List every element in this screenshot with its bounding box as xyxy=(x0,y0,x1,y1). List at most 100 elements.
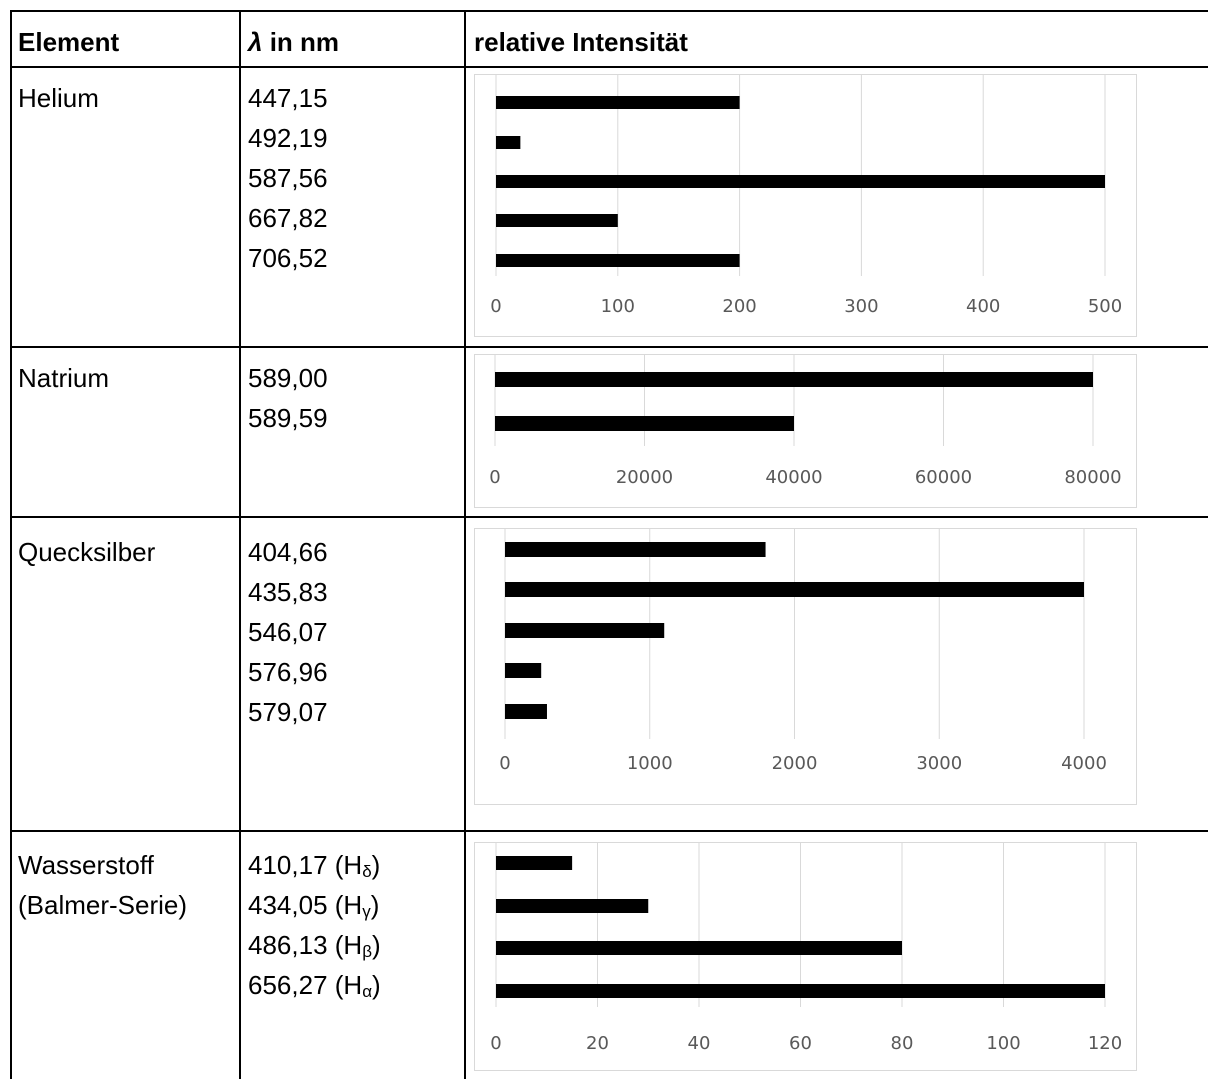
x-tick-label: 80000 xyxy=(1064,467,1121,488)
column-divider xyxy=(239,10,241,1079)
header-wavelength: λ in nm xyxy=(248,22,339,62)
x-tick-label: 300 xyxy=(844,296,878,317)
element-name-line: Natrium xyxy=(18,363,110,393)
balmer-subscript: α xyxy=(362,982,373,1001)
intensity-bar xyxy=(496,856,573,870)
wavelength-value: 410,17 (Hδ) xyxy=(248,845,381,885)
x-tick-label: 1000 xyxy=(627,753,673,774)
wavelength-value: 434,05 (Hγ) xyxy=(248,885,381,925)
x-tick-label: 40000 xyxy=(765,467,822,488)
quecksilber-intensity-chart: 0 1000 2000 3000 4000 xyxy=(474,528,1137,805)
intensity-bar xyxy=(496,136,521,149)
intensity-bar xyxy=(496,984,1105,998)
x-tick-label: 4000 xyxy=(1061,753,1107,774)
element-name: Helium xyxy=(18,78,99,118)
x-tick-label: 0 xyxy=(490,1033,501,1054)
x-tick-label: 0 xyxy=(499,753,510,774)
row-divider xyxy=(10,516,1208,518)
element-name: Natrium xyxy=(18,358,109,398)
wavelength-value: 706,52 xyxy=(248,243,328,273)
x-tick-label: 20 xyxy=(586,1033,609,1054)
intensity-bar xyxy=(505,704,547,719)
helium-chart-svg: 0 100 200 300 400 500 xyxy=(490,75,1122,317)
wavelength-value: 435,83 xyxy=(248,577,328,607)
wavelength-value: 589,00 xyxy=(248,363,328,393)
intensity-bar xyxy=(496,214,618,227)
wavelength-list: 447,15 492,19 587,56 667,82 706,52 xyxy=(248,78,328,278)
intensity-bar xyxy=(496,96,740,109)
closing-paren: ) xyxy=(371,850,381,880)
intensity-bar xyxy=(505,623,665,638)
natrium-intensity-chart: 0 20000 40000 60000 80000 xyxy=(474,354,1137,508)
element-name-line: Wasserstoff xyxy=(18,850,154,880)
intensity-bar xyxy=(495,416,794,431)
lambda-symbol: λ xyxy=(248,27,263,57)
wavelength-value: 589,59 xyxy=(248,403,328,433)
element-name: Quecksilber xyxy=(18,532,155,572)
intensity-bar xyxy=(505,663,542,678)
x-tick-label: 500 xyxy=(1088,296,1122,317)
header-element: Element xyxy=(18,27,120,57)
x-tick-label: 100 xyxy=(986,1033,1020,1054)
x-tick-label: 60000 xyxy=(915,467,972,488)
wavelength-value: 656,27 (Hα) xyxy=(248,965,381,1005)
balmer-subscript: δ xyxy=(362,862,372,881)
intensity-bar xyxy=(505,542,766,557)
row-divider xyxy=(10,346,1208,348)
wavelength-list: 589,00 589,59 xyxy=(248,358,328,438)
wavelength-value: 579,07 xyxy=(248,697,328,727)
header-wavelength-unit: in nm xyxy=(262,27,340,57)
wavelength-number: 486,13 (H xyxy=(248,930,363,960)
element-name-line: Quecksilber xyxy=(18,537,156,567)
intensity-bar xyxy=(505,582,1084,597)
element-name-line: Helium xyxy=(18,83,99,113)
wavelength-value: 587,56 xyxy=(248,163,328,193)
wavelength-value: 486,13 (Hβ) xyxy=(248,925,381,965)
header-intensity: relative Intensität xyxy=(474,27,688,57)
x-tick-label: 400 xyxy=(966,296,1000,317)
x-tick-label: 2000 xyxy=(772,753,818,774)
wavelength-number: 434,05 (H xyxy=(248,890,363,920)
intensity-bar xyxy=(496,941,902,955)
intensity-bar xyxy=(496,254,740,267)
balmer-subscript: γ xyxy=(362,902,371,921)
element-name-line: (Balmer-Serie) xyxy=(18,890,188,920)
wavelength-value: 667,82 xyxy=(248,203,328,233)
intensity-bar xyxy=(496,899,649,913)
closing-paren: ) xyxy=(370,890,380,920)
balmer-subscript: β xyxy=(362,942,372,961)
wavelength-number: 410,17 (H xyxy=(248,850,363,880)
wavelength-value: 492,19 xyxy=(248,123,328,153)
natrium-chart-svg: 0 20000 40000 60000 80000 xyxy=(489,355,1122,488)
x-tick-label: 60 xyxy=(789,1033,812,1054)
table-border-top xyxy=(10,10,1208,12)
helium-intensity-chart: 0 100 200 300 400 500 xyxy=(474,74,1137,337)
x-tick-label: 200 xyxy=(722,296,756,317)
element-name: Wasserstoff (Balmer-Serie) xyxy=(18,845,187,925)
closing-paren: ) xyxy=(372,970,381,1000)
x-tick-label: 40 xyxy=(688,1033,711,1054)
x-tick-label: 80 xyxy=(891,1033,914,1054)
x-tick-label: 0 xyxy=(489,467,500,488)
wavelength-value: 546,07 xyxy=(248,617,328,647)
header-divider xyxy=(10,66,1208,68)
wasserstoff-chart-svg: 0 20 40 60 80 100 120 xyxy=(490,843,1122,1054)
wavelength-list: 410,17 (Hδ) 434,05 (Hγ) 486,13 (Hβ) 656,… xyxy=(248,845,381,1005)
wavelength-value: 447,15 xyxy=(248,83,328,113)
x-tick-label: 20000 xyxy=(616,467,673,488)
x-tick-label: 100 xyxy=(601,296,635,317)
table-border-left xyxy=(10,10,12,1079)
intensity-bar xyxy=(495,372,1093,387)
wavelength-value: 404,66 xyxy=(248,537,328,567)
quecksilber-chart-svg: 0 1000 2000 3000 4000 xyxy=(499,529,1107,774)
column-divider xyxy=(464,10,466,1079)
wavelength-number: 656,27 (H xyxy=(248,970,363,1000)
x-tick-label: 120 xyxy=(1088,1033,1122,1054)
wavelength-value: 576,96 xyxy=(248,657,328,687)
x-tick-label: 0 xyxy=(490,296,501,317)
intensity-bar xyxy=(496,175,1105,188)
x-tick-label: 3000 xyxy=(916,753,962,774)
wasserstoff-intensity-chart: 0 20 40 60 80 100 120 xyxy=(474,842,1137,1071)
closing-paren: ) xyxy=(371,930,381,960)
